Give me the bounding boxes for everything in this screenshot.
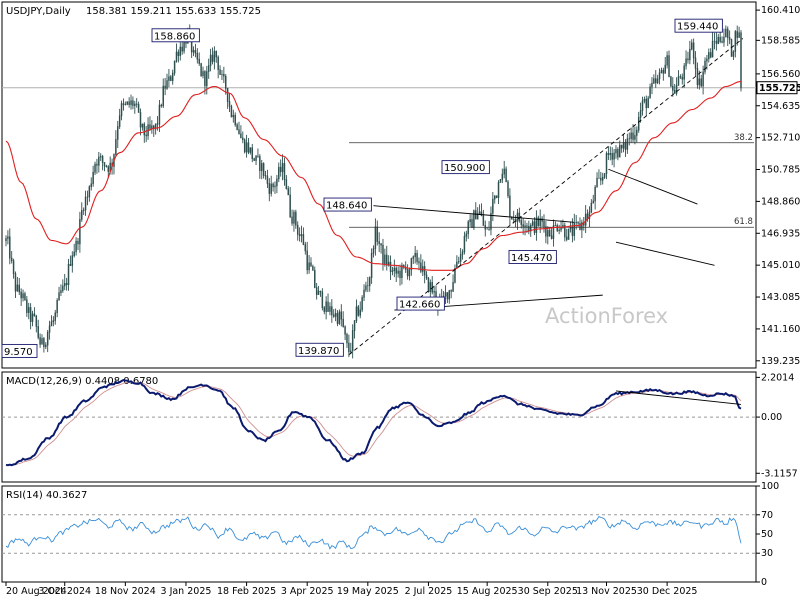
price-annotation-label: 150.900 <box>444 163 485 174</box>
last-price-label: 155.725 <box>759 83 800 94</box>
price-annotation-label: 139.870 <box>298 346 339 357</box>
price-tick-label: 148.860 <box>761 196 800 207</box>
rsi-layer <box>2 514 756 554</box>
rsi-panel-frame <box>1 485 757 583</box>
time-tick-label: 3 Jan 2025 <box>161 586 212 597</box>
price-annotation-box <box>674 18 723 33</box>
fib-level-label: 61.8 <box>734 217 753 227</box>
rsi-line <box>5 516 742 550</box>
time-tick-label: 18 Feb 2025 <box>217 586 276 597</box>
price-annotation-label: 148.640 <box>326 201 367 212</box>
fib-level-label: 38.2 <box>734 133 753 143</box>
price-annotation-box <box>508 250 557 264</box>
price-annotation-box <box>323 197 372 212</box>
price-annotation-label: 142.660 <box>399 300 440 311</box>
rsi-tick-label: 30 <box>761 548 773 559</box>
time-tick-label: 20 Aug 2024 <box>6 586 67 597</box>
rsi-label: RSI(14) 40.3627 <box>6 490 87 501</box>
macd-panel-frame <box>1 371 757 483</box>
rsi-tick-label: 0 <box>761 577 767 588</box>
price-tick-label: 145.010 <box>761 260 800 271</box>
price-tick-label: 141.160 <box>761 324 800 335</box>
price-annotation-label: 9.570 <box>4 347 33 358</box>
price-tick-label: 158.585 <box>761 35 800 46</box>
macd-tick-label: -3.1157 <box>761 468 798 479</box>
price-annotation-label: 158.860 <box>154 31 195 42</box>
price-annotation-box <box>1 343 38 358</box>
rsi-tick-label: 100 <box>761 481 779 492</box>
macd-layer <box>2 379 756 467</box>
overlay-layer: 38.2 61.8 158.860 148.640 150.900 145.470 142.… <box>1 18 754 358</box>
price-annotation-box <box>441 160 490 175</box>
price-panel-frame <box>1 1 757 369</box>
macd-trend-line <box>615 390 742 405</box>
macd-tick-label: 2.2014 <box>761 372 794 383</box>
price-tick-label: 146.935 <box>761 228 800 239</box>
channel-upper-line <box>608 168 698 205</box>
price-tick-label: 150.785 <box>761 165 800 176</box>
price-tick-label: 154.635 <box>761 101 800 112</box>
time-tick-label: 18 Nov 2024 <box>95 586 156 597</box>
price-annotation-label: 145.470 <box>511 253 552 264</box>
time-tick-label: 15 Aug 2025 <box>457 586 518 597</box>
price-annotation-box <box>396 296 445 311</box>
time-tick-label: 3 Oct 2024 <box>38 586 91 597</box>
ohlc-readout: 158.381 159.211 155.633 155.725 <box>86 6 261 17</box>
triangle-upper-line <box>373 205 575 223</box>
price-annotation-box <box>295 342 344 357</box>
macd-label: MACD(12,26,9) 0.4408 0.6780 <box>6 376 158 387</box>
axes-layer: 160.410 158.585 156.560 154.635 152.710 150.7… <box>5 5 800 597</box>
time-tick-label: 3 Apr 2025 <box>281 586 334 597</box>
price-tick-label: 160.410 <box>761 5 800 16</box>
rsi-tick-label: 50 <box>761 529 773 540</box>
moving-average-line <box>5 80 742 271</box>
channel-lower-line <box>615 241 715 266</box>
macd-tick-label: 0.00 <box>761 412 782 423</box>
macd-signal-line <box>5 381 742 466</box>
rsi-tick-label: 70 <box>761 510 773 521</box>
price-tick-label: 139.235 <box>761 356 800 367</box>
price-annotation-label: 159.440 <box>677 22 718 33</box>
watermark: ActionForex <box>545 304 668 328</box>
price-tick-label: 156.560 <box>761 69 800 80</box>
price-tick-label: 143.085 <box>761 292 800 303</box>
last-price-box <box>756 81 798 95</box>
time-tick-label: 13 Nov 2025 <box>576 586 637 597</box>
time-tick-label: 19 May 2025 <box>337 586 399 597</box>
price-tick-label: 152.710 <box>761 133 800 144</box>
time-tick-label: 30 Dec 2025 <box>637 586 698 597</box>
chart-title: USDJPY,Daily <box>6 6 71 17</box>
price-annotation-box <box>151 28 200 43</box>
time-tick-label: 30 Sep 2025 <box>518 586 578 597</box>
time-tick-label: 2 Jul 2025 <box>405 586 453 597</box>
macd-line <box>5 379 742 467</box>
